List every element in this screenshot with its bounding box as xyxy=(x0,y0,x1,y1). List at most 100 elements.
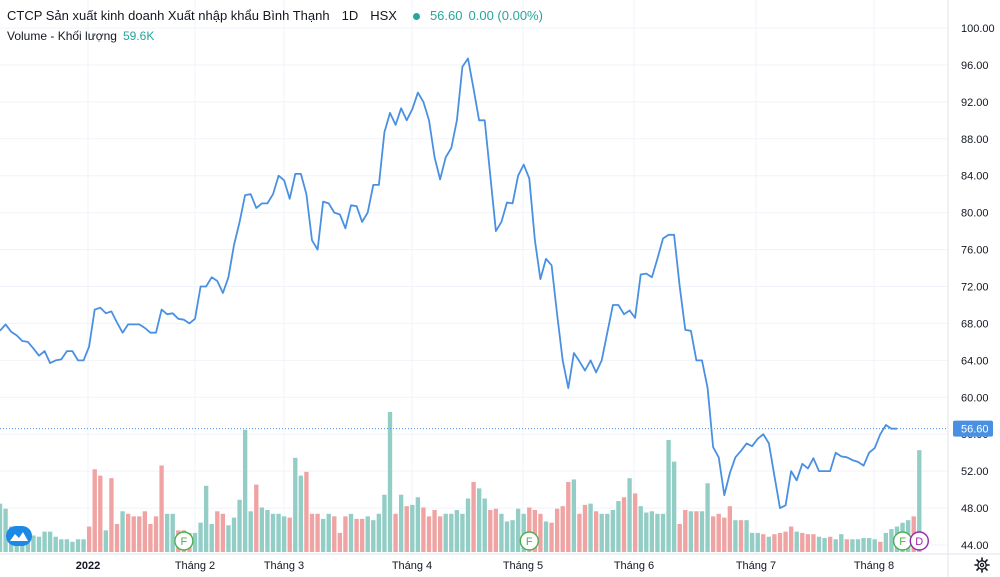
price-tick-label: 76.00 xyxy=(961,245,989,257)
volume-bar xyxy=(337,532,343,552)
volume-bar xyxy=(237,499,242,552)
volume-bar xyxy=(788,526,794,552)
volume-bar xyxy=(215,511,220,552)
volume-bar xyxy=(36,536,42,552)
volume-bar xyxy=(125,513,131,552)
earnings-marker[interactable]: F xyxy=(892,531,913,551)
volume-bar xyxy=(527,507,532,552)
price-series xyxy=(0,57,897,509)
volume-bar xyxy=(816,536,822,552)
volume-bar xyxy=(59,539,64,552)
volume-bar xyxy=(543,521,549,552)
gear-icon[interactable] xyxy=(974,557,990,573)
volume-bar xyxy=(671,461,677,552)
price-tick-label: 48.00 xyxy=(961,503,989,515)
volume-bar xyxy=(382,494,387,552)
volume-bar xyxy=(677,524,682,552)
volume-bar xyxy=(599,513,604,552)
dividend-marker[interactable]: D xyxy=(909,531,929,551)
symbol-title[interactable]: CTCP Sản xuất kinh doanh Xuất nhập khẩu … xyxy=(7,8,330,23)
volume-bar xyxy=(649,511,655,552)
volume-bar xyxy=(722,517,727,552)
volume-bar xyxy=(443,513,448,552)
volume-bar xyxy=(638,506,643,552)
volume-bar xyxy=(727,506,733,552)
event-circle xyxy=(519,531,539,551)
volume-bar xyxy=(47,531,53,552)
earnings-marker[interactable]: F xyxy=(519,531,539,551)
volume-bar xyxy=(800,532,805,552)
earnings-marker[interactable]: F xyxy=(174,531,194,551)
volume-bar xyxy=(560,506,565,552)
volume-bar xyxy=(761,534,766,552)
price-tick-label: 88.00 xyxy=(961,134,989,146)
volume-bar xyxy=(833,539,838,552)
volume-bar xyxy=(766,536,772,552)
volume-bar xyxy=(203,485,209,552)
volume-bar xyxy=(577,513,582,552)
volume-bar xyxy=(376,513,382,552)
volume-bar xyxy=(627,478,632,552)
volume-bar xyxy=(889,529,894,552)
volume-bar xyxy=(70,541,75,552)
volume-bar xyxy=(131,516,136,552)
volume-bar xyxy=(209,524,214,552)
volume-bar xyxy=(103,530,109,552)
volume-label[interactable]: Volume - Khối lượng xyxy=(7,29,117,43)
price-axis[interactable]: 100.00 96.00 92.00 88.00 84.00 80.00 76.00 72.0… xyxy=(953,23,995,552)
event-label: D xyxy=(915,536,923,548)
volume-bar xyxy=(716,513,721,552)
volume-bar xyxy=(0,503,3,552)
volume-bar xyxy=(883,532,889,552)
volume-bar xyxy=(538,513,543,552)
volume-bar xyxy=(226,525,231,552)
volume-bar xyxy=(917,450,922,552)
volume-bar xyxy=(827,536,833,552)
time-tick-label: Tháng 4 xyxy=(392,560,432,572)
volume-bar xyxy=(259,507,265,552)
tradingview-logo-icon[interactable] xyxy=(6,526,32,546)
volume-bar xyxy=(192,532,198,552)
volume-bar xyxy=(415,497,421,552)
volume-bar xyxy=(92,469,97,552)
volume-bar xyxy=(549,522,554,552)
volume-bar xyxy=(142,511,148,552)
volume-bar xyxy=(588,503,593,552)
volume-bar xyxy=(554,508,560,552)
event-label: F xyxy=(526,536,533,548)
volume-bar xyxy=(660,513,666,552)
last-price-badge: 56.60 xyxy=(953,420,993,437)
volume-bar xyxy=(710,516,716,552)
volume-bar xyxy=(744,520,749,552)
volume-bar xyxy=(86,526,92,552)
interval[interactable]: 1D xyxy=(341,8,359,23)
event-label: F xyxy=(180,536,187,548)
volume-bar xyxy=(220,513,226,552)
volume-bar xyxy=(315,513,320,552)
event-circle xyxy=(909,531,929,551)
last-price-badge-bg xyxy=(953,420,993,437)
price-tick-label: 60.00 xyxy=(961,392,989,404)
volume-bar xyxy=(387,412,393,552)
volume-bar xyxy=(632,493,638,552)
volume-bar xyxy=(159,465,164,552)
volume-bar xyxy=(822,538,827,552)
time-axis[interactable]: 2022 Tháng 2 Tháng 3 Tháng 4 Tháng 5 Tháng 6 T… xyxy=(76,560,894,572)
volume-bar xyxy=(359,518,365,552)
time-tick-label: Tháng 2 xyxy=(175,560,215,572)
volume-bar xyxy=(421,507,426,552)
volume-bar xyxy=(593,511,599,552)
volume-bar xyxy=(855,539,861,552)
volume-bar xyxy=(783,531,788,552)
volume-bar xyxy=(794,531,799,552)
volume-bar xyxy=(610,510,616,552)
volume-bar xyxy=(683,510,688,552)
volume-bar xyxy=(861,538,866,552)
volume-bar xyxy=(326,513,331,552)
last-price-badge-label: 56.60 xyxy=(961,424,989,436)
volume-bar xyxy=(231,517,237,552)
volume-bar xyxy=(844,539,850,552)
